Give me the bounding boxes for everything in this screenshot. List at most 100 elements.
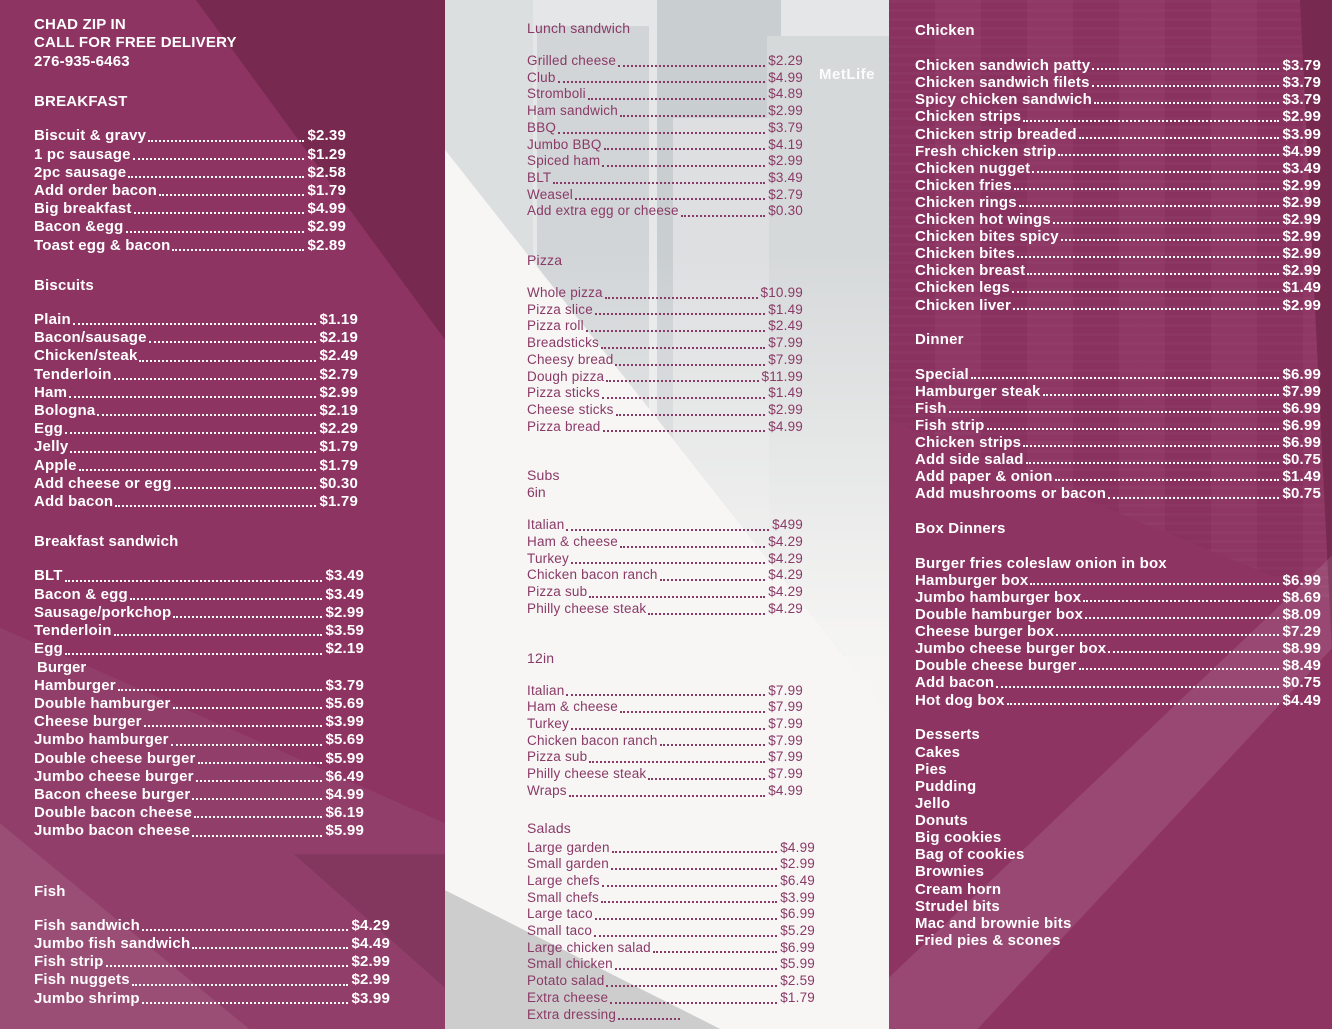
menu-item-row: Grilled cheese $2.29: [527, 53, 803, 70]
menu-item-row: 1 pc sausage $1.29: [34, 146, 346, 164]
menu-item-row: Fish sandwich $4.29: [34, 917, 390, 935]
menu-item-price: $3.79: [325, 676, 364, 694]
dot-leader: [129, 597, 323, 600]
menu-item-row: Apple $1.79: [34, 457, 358, 475]
dot-leader: [173, 616, 323, 619]
menu-item-price: $7.29: [1282, 623, 1321, 641]
menu-item-name: Chicken/steak: [34, 347, 138, 365]
right-sections: Chicken Chicken sandwich patty $3.79 Chicke…: [915, 22, 1332, 949]
menu-item-name: Jumbo bacon cheese: [34, 822, 191, 840]
menu-item-price: $4.89: [768, 86, 803, 102]
menu-item-price: $6.99: [1282, 400, 1321, 417]
dot-leader: [986, 428, 1280, 431]
menu-item-price: $3.79: [1282, 74, 1321, 92]
menu-item-row: Strudel bits: [915, 898, 1321, 915]
dot-leader: [64, 579, 323, 582]
menu-item-name: Hamburger steak: [915, 382, 1041, 400]
menu-item-price: $0.75: [1282, 485, 1321, 503]
menu-item-price: $0.30: [768, 203, 803, 219]
dot-leader: [648, 612, 766, 615]
menu-item-price: $2.99: [319, 383, 358, 401]
menu-item-name: Pies: [915, 760, 947, 778]
dot-leader: [618, 64, 766, 67]
menu-item-name: Fresh chicken strip: [915, 142, 1057, 160]
menu-item-row: Whole pizza $10.99: [527, 285, 803, 302]
dot-leader: [128, 176, 305, 179]
menu-item-price: $2.29: [319, 420, 358, 438]
menu-item-row: Jumbo cheese burger $6.49: [34, 768, 364, 786]
dot-leader: [1052, 222, 1280, 225]
restaurant-name: CHAD ZIP IN: [34, 16, 126, 33]
menu-item-name: Egg: [34, 640, 63, 658]
dot-leader: [70, 450, 317, 453]
menu-item-row: Add mushrooms or bacon $0.75: [915, 485, 1321, 502]
menu-item-row: Small garden $2.99: [527, 856, 815, 873]
menu-item-price: $1.29: [307, 145, 346, 163]
section-title: Pizza: [527, 252, 563, 269]
menu-item-name: Brownies: [915, 863, 985, 881]
menu-item-name: Hamburger: [34, 676, 116, 694]
menu-item-name: Cream horn: [915, 880, 1002, 898]
menu-item-price: $2.79: [319, 365, 358, 383]
menu-section: 12in Italian $7.99 Ham & cheese $7.99 Turkey $…: [527, 650, 889, 800]
menu-item-name: Toast egg & bacon: [34, 236, 171, 254]
menu-item-row: Chicken strips $2.99: [915, 108, 1321, 125]
menu-item-row: Jello: [915, 795, 1321, 812]
dot-leader: [601, 396, 766, 399]
dot-leader: [64, 432, 317, 435]
menu-item-name: Pizza bread: [527, 418, 601, 434]
menu-item-name: BLT: [527, 169, 552, 185]
menu-item-row: Cheese burger box $7.29: [915, 623, 1321, 640]
menu-item-row: BBQ $3.79: [527, 120, 803, 137]
menu-item-name: Small chefs: [527, 889, 599, 905]
menu-subheader: Burger: [37, 658, 87, 676]
dot-leader: [113, 377, 317, 380]
menu-item-name: Chicken liver: [915, 296, 1011, 314]
menu-item-name: Fish sandwich: [34, 916, 140, 934]
menu-section: Salads Large garden $4.99 Small garden $2.99…: [527, 820, 889, 1024]
menu-item-row: Donuts: [915, 812, 1321, 829]
menu-item-row: Large chefs $6.49: [527, 873, 815, 890]
menu-item-row: Sausage/porkchop $2.99: [34, 604, 364, 622]
menu-item-name: Pizza slice: [527, 301, 593, 317]
menu-item-name: Club: [527, 69, 556, 85]
dot-leader: [1013, 187, 1280, 190]
menu-item-row: BLT $3.49: [527, 170, 803, 187]
dot-leader: [172, 707, 323, 710]
menu-item-row: Chicken bites $2.99: [915, 245, 1321, 262]
menu-item-name: Turkey: [527, 550, 569, 566]
menu-item-row: Egg $2.29: [34, 420, 358, 438]
menu-item-price: $2.29: [768, 53, 803, 68]
menu-item-name: Bacon cheese burger: [34, 785, 191, 803]
menu-item-row: Hot dog box $4.49: [915, 692, 1321, 709]
menu-section: BREAKFAST Biscuit & gravy $2.39 1 pc sausag…: [34, 93, 445, 255]
menu-item-name: Grilled cheese: [527, 53, 617, 68]
menu-item-price: $7.99: [768, 682, 803, 698]
dot-leader: [133, 212, 305, 215]
menu-item-name: Tenderloin: [34, 622, 112, 640]
menu-item-name: Double cheese burger: [34, 749, 196, 767]
menu-item-row: Bacon cheese burger $4.99: [34, 786, 364, 804]
menu-item-name: Stromboli: [527, 86, 586, 102]
menu-item-name: Large chicken salad: [527, 939, 651, 955]
dot-leader: [1083, 600, 1280, 603]
menu-item-name: Double hamburger: [34, 694, 171, 712]
menu-item-name: Biscuit & gravy: [34, 127, 147, 145]
left-sections: BREAKFAST Biscuit & gravy $2.39 1 pc sausag…: [34, 93, 445, 1008]
menu-item-name: Chicken nugget: [915, 159, 1031, 177]
menu-item-name: Chicken legs: [915, 279, 1010, 297]
middle-sections: Lunch sandwich Grilled cheese $2.29 Club $4.…: [527, 20, 889, 1023]
menu-item-row: Turkey $7.99: [527, 716, 803, 733]
menu-item-name: Chicken bacon ranch: [527, 567, 658, 583]
menu-item-name: Jumbo hamburger box: [915, 588, 1082, 606]
menu-item-name: Fish strip: [915, 417, 985, 435]
menu-item-row: Hamburger $3.79: [34, 677, 364, 695]
menu-item-name: Hot dog box: [915, 691, 1005, 709]
menu-item-name: Cheesy bread: [527, 351, 614, 367]
menu-item-row: Philly cheese steak $7.99: [527, 766, 803, 783]
menu-item-row: Weasel $2.79: [527, 187, 803, 204]
dot-leader: [570, 562, 766, 565]
menu-item-name: Sausage/porkchop: [34, 603, 172, 621]
menu-item-row: Bacon & egg $3.49: [34, 586, 364, 604]
dot-leader: [105, 965, 349, 968]
